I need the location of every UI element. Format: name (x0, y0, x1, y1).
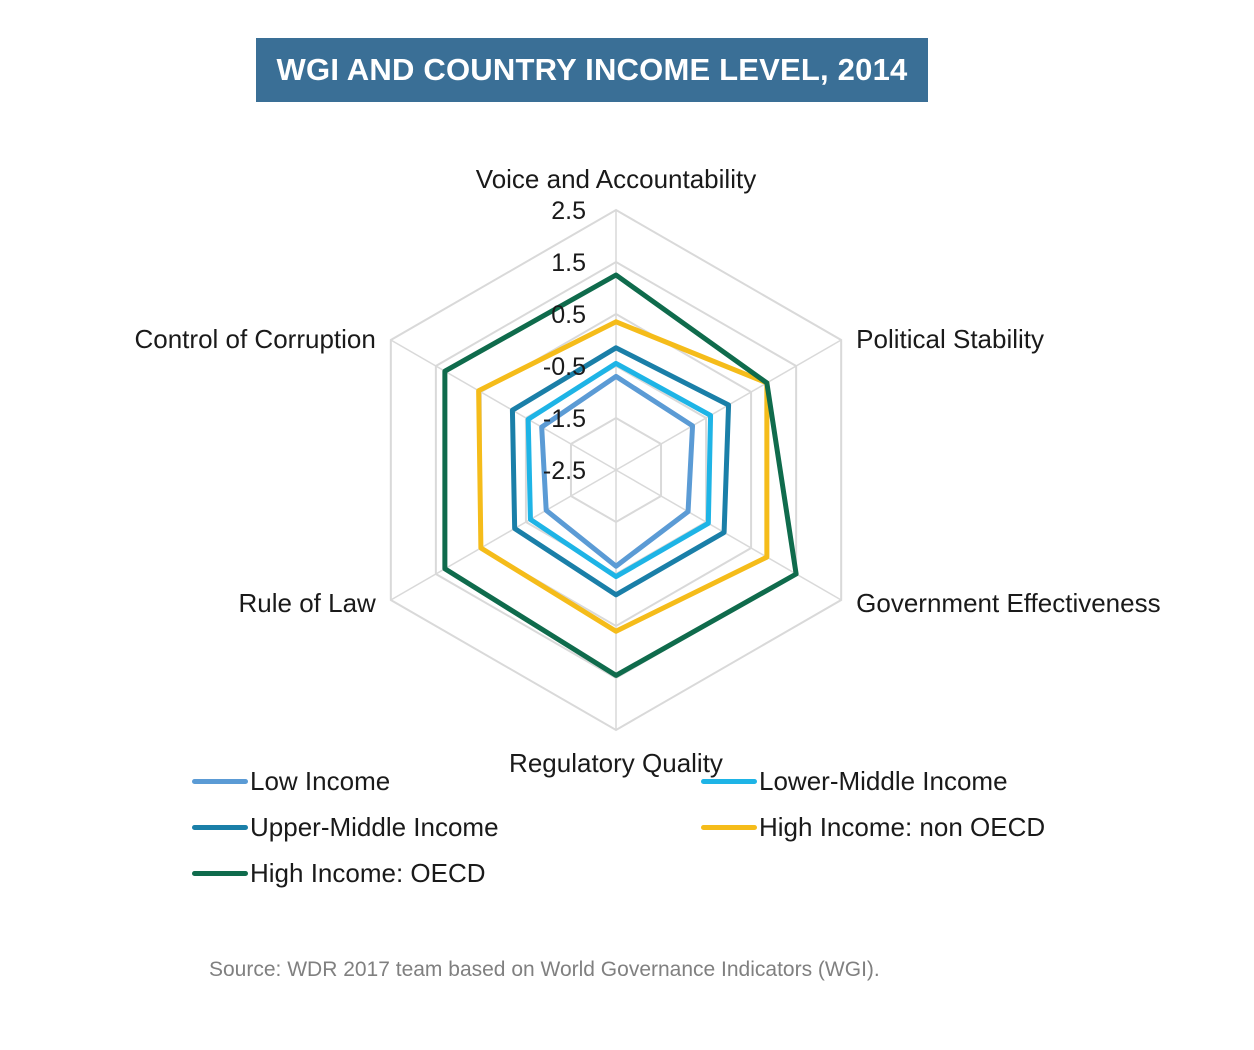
legend-swatch-upper-middle-income (192, 824, 248, 830)
radar-grid (389, 208, 843, 732)
series-line-upper-middle-income (509, 345, 732, 598)
radar-series (442, 272, 799, 678)
series-line-high-income-oecd (442, 272, 799, 678)
radial-tick-labels: 2.5 1.5 0.5 -0.5 -1.5 -2.5 (543, 197, 586, 485)
axis-label-control-of-corruption: Control of Corruption (134, 324, 375, 354)
legend-swatch-lower-middle-income (701, 778, 757, 784)
legend-item-high-income-non-oecd: High Income: non OECD (701, 812, 1045, 842)
series-line-low-income (539, 373, 696, 569)
axis-label-political-stability: Political Stability (856, 324, 1044, 354)
legend-swatch-high-income-oecd (192, 870, 248, 876)
grid-spoke-rule-of-law (390, 469, 617, 601)
series-line-lower-middle-income (525, 360, 714, 580)
legend-swatch-low-income (192, 778, 248, 784)
legend-label-low-income: Low Income (250, 765, 391, 796)
legend-item-low-income: Low Income (192, 766, 390, 796)
tick-label-0-5: -0.5 (543, 353, 586, 381)
tick-label-0-5: 0.5 (551, 301, 586, 329)
axis-label-voice-and-accountability: Voice and Accountability (476, 164, 756, 194)
tick-label-1-5: 1.5 (551, 249, 586, 277)
grid-spoke-government-effectiveness (615, 469, 842, 601)
legend-item-high-income-oecd: High Income: OECD (192, 858, 486, 888)
grid-spoke-control-of-corruption (390, 339, 617, 471)
legend-label-high-income-oecd: High Income: OECD (250, 857, 486, 888)
legend-label-upper-middle-income: Upper-Middle Income (250, 811, 499, 842)
source-note: Source: WDR 2017 team based on World Gov… (209, 958, 880, 981)
legend-item-lower-middle-income: Lower-Middle Income (701, 766, 1008, 796)
tick-label-2-5: -2.5 (543, 457, 586, 485)
axis-label-regulatory-quality: Regulatory Quality (509, 748, 723, 778)
chart-title: WGI AND COUNTRY INCOME LEVEL, 2014 (256, 38, 928, 102)
legend-label-high-income-non-oecd: High Income: non OECD (759, 811, 1046, 842)
tick-label-1-5: -1.5 (543, 405, 586, 433)
legend-item-upper-middle-income: Upper-Middle Income (192, 812, 499, 842)
axis-labels: Voice and Accountability Political Stabil… (134, 164, 1160, 778)
axis-label-rule-of-law: Rule of Law (239, 588, 377, 618)
legend-label-lower-middle-income: Lower-Middle Income (759, 765, 1008, 796)
legend-swatch-high-income-non-oecd (701, 824, 757, 830)
axis-label-government-effectiveness: Government Effectiveness (856, 588, 1160, 618)
tick-label-2-5: 2.5 (551, 197, 586, 225)
